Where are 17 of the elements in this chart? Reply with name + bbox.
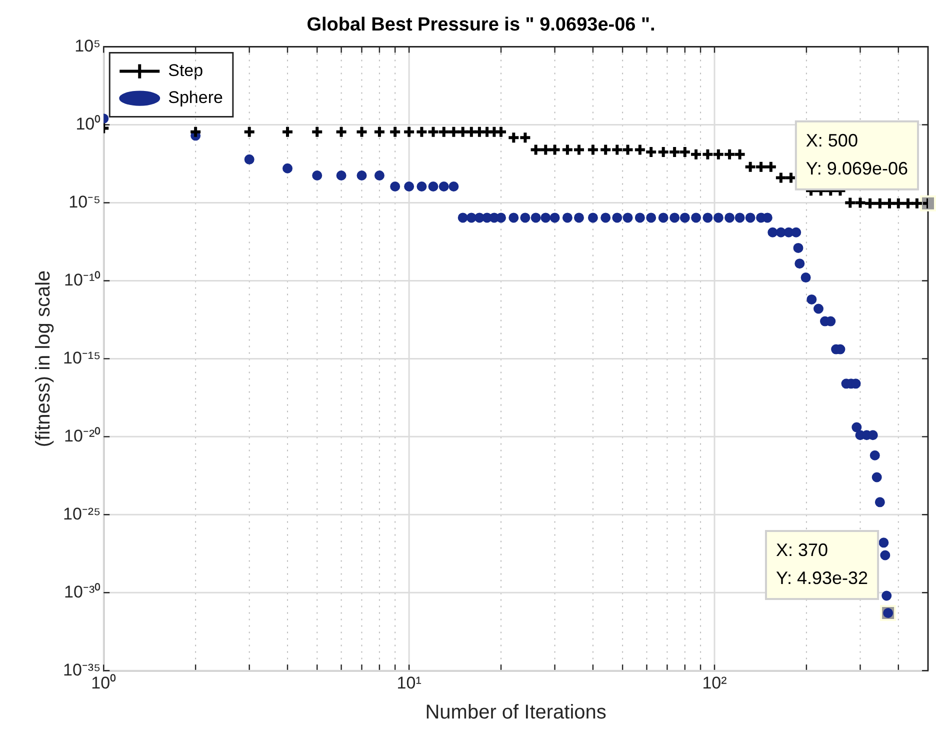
- y-tick-label: 10⁻²⁰: [64, 426, 101, 446]
- y-tick-label: 10⁰: [76, 114, 101, 134]
- y-tick-label: 10⁻³⁰: [64, 582, 101, 602]
- y-tick-label: 10⁻⁵: [68, 192, 101, 212]
- x-tick-label: 10²: [702, 673, 728, 692]
- x-axis-title: Number of Iterations: [425, 702, 606, 724]
- y-tick-label: 10⁻²⁵: [62, 504, 101, 524]
- y-tick-label: 10⁻¹⁰: [64, 270, 101, 290]
- y-tick-label: 10⁵: [74, 36, 101, 56]
- annotation: X: 500 Y: 9.069e-06: [806, 130, 908, 178]
- annotation: X: 370 Y: 4.93e-32: [776, 540, 868, 588]
- legend-label: Sphere: [168, 88, 223, 107]
- y-tick-label: 10⁻¹⁵: [62, 348, 101, 368]
- chart-title: Global Best Pressure is " 9.0693e-06 ".: [306, 14, 656, 36]
- x-tick-label: 10¹: [396, 673, 422, 692]
- y-axis-title: (fitness) in log scale: [32, 270, 55, 448]
- legend-label: Step: [168, 60, 204, 80]
